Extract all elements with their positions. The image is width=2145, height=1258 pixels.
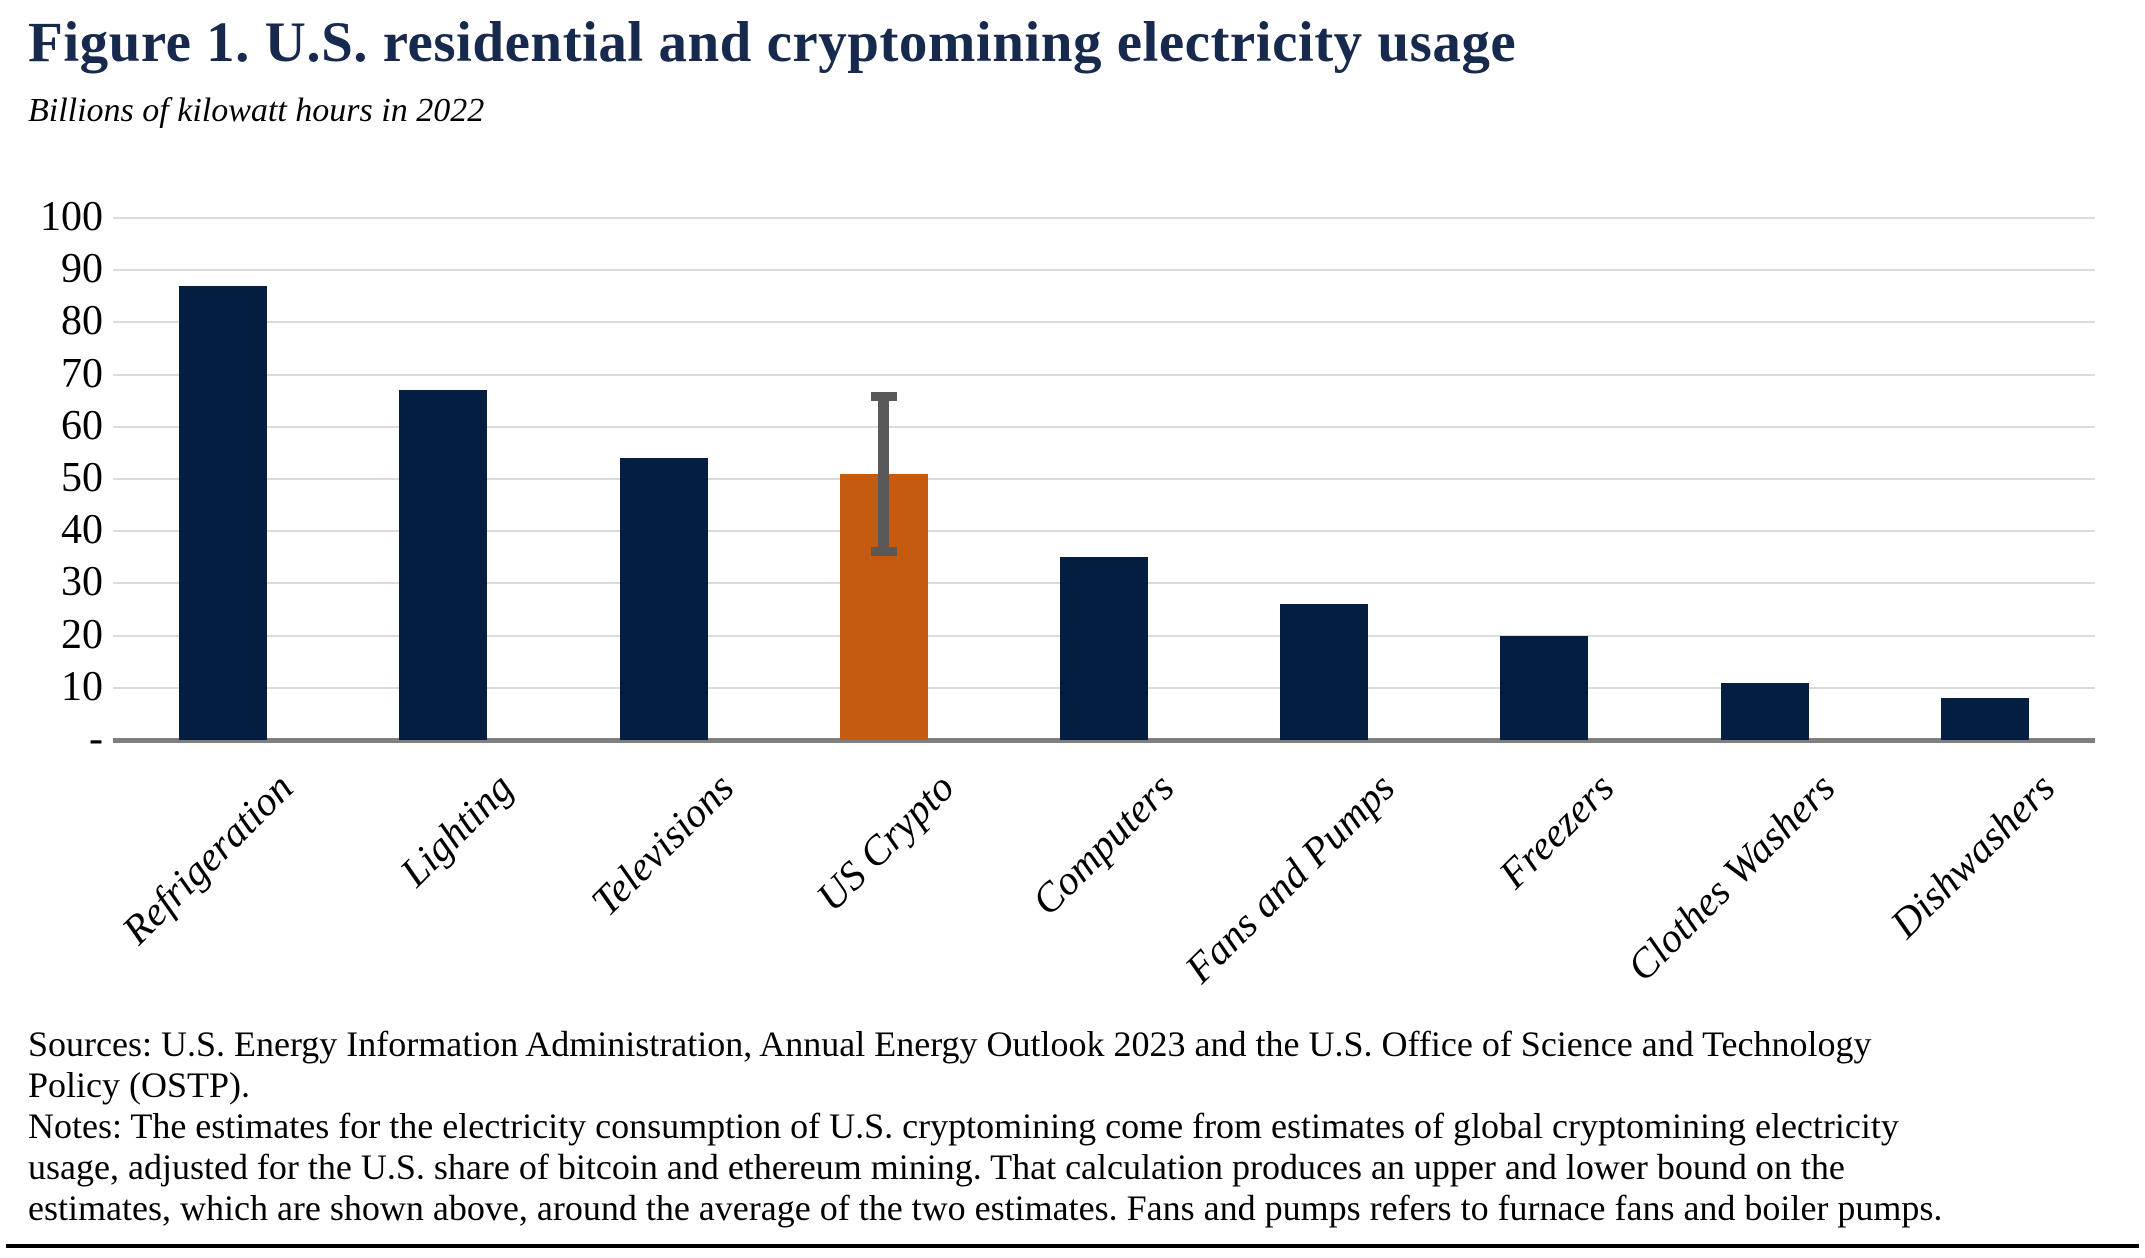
notes-line: estimates, which are shown above, around… bbox=[28, 1188, 1943, 1228]
error-bar-lower-cap bbox=[870, 547, 897, 557]
y-tick-label: - bbox=[89, 716, 103, 762]
bar-clothes-washers bbox=[1720, 682, 1809, 740]
x-label-us-crypto: US Crypto bbox=[806, 764, 963, 920]
y-tick-label: 90 bbox=[61, 246, 103, 293]
y-tick-label: 40 bbox=[61, 507, 103, 554]
gridline bbox=[113, 478, 2095, 480]
x-label-clothes-washers: Clothes Washers bbox=[1617, 764, 1844, 990]
error-bar-upper-cap bbox=[870, 391, 897, 401]
gridline bbox=[113, 530, 2095, 533]
figure-title: Figure 1. U.S. residential and cryptomin… bbox=[28, 11, 1517, 74]
x-label-fans-and-pumps: Fans and Pumps bbox=[1175, 764, 1403, 992]
x-label-freezers: Freezers bbox=[1490, 764, 1623, 897]
x-label-dishwashers: Dishwashers bbox=[1881, 764, 2064, 947]
x-label-refrigeration: Refrigeration bbox=[112, 764, 302, 953]
x-label-televisions: Televisions bbox=[581, 764, 743, 925]
bar-refrigeration bbox=[179, 285, 268, 740]
x-label-computers: Computers bbox=[1022, 764, 1183, 924]
sources-line: Sources: U.S. Energy Information Adminis… bbox=[28, 1024, 1872, 1064]
y-tick-label: 70 bbox=[61, 350, 103, 397]
x-axis-line bbox=[113, 738, 2095, 743]
figure-units-subtitle: Billions of kilowatt hours in 2022 bbox=[28, 92, 485, 129]
gridline bbox=[113, 217, 2095, 219]
bar-dishwashers bbox=[1940, 698, 2029, 740]
notes-line: usage, adjusted for the U.S. share of bi… bbox=[28, 1147, 1845, 1187]
bar-lighting bbox=[399, 390, 488, 740]
y-tick-label: 50 bbox=[61, 455, 103, 501]
error-bar-stem bbox=[878, 395, 890, 553]
notes-line: Notes: The estimates for the electricity… bbox=[28, 1106, 1899, 1146]
bar-freezers bbox=[1500, 635, 1589, 740]
plot-area bbox=[113, 217, 2095, 743]
footer-text: Sources: U.S. Energy Information Adminis… bbox=[28, 1024, 2128, 1229]
y-tick-label: 10 bbox=[61, 663, 103, 710]
sources-line: Policy (OSTP). bbox=[28, 1065, 251, 1105]
gridline bbox=[113, 373, 2095, 376]
gridline bbox=[113, 425, 2095, 428]
gridline bbox=[113, 269, 2095, 272]
gridline bbox=[113, 321, 2095, 324]
bar-televisions bbox=[619, 458, 708, 740]
y-tick-label: 80 bbox=[61, 298, 103, 345]
bar-computers bbox=[1060, 557, 1148, 740]
y-tick-label: 20 bbox=[61, 611, 103, 658]
y-tick-label: 100 bbox=[40, 194, 103, 240]
bottom-divider-rule bbox=[6, 1244, 2139, 1248]
x-label-lighting: Lighting bbox=[391, 764, 522, 895]
y-tick-label: 60 bbox=[61, 402, 103, 449]
y-tick-label: 30 bbox=[61, 559, 103, 606]
bar-fans-and-pumps bbox=[1280, 604, 1369, 740]
